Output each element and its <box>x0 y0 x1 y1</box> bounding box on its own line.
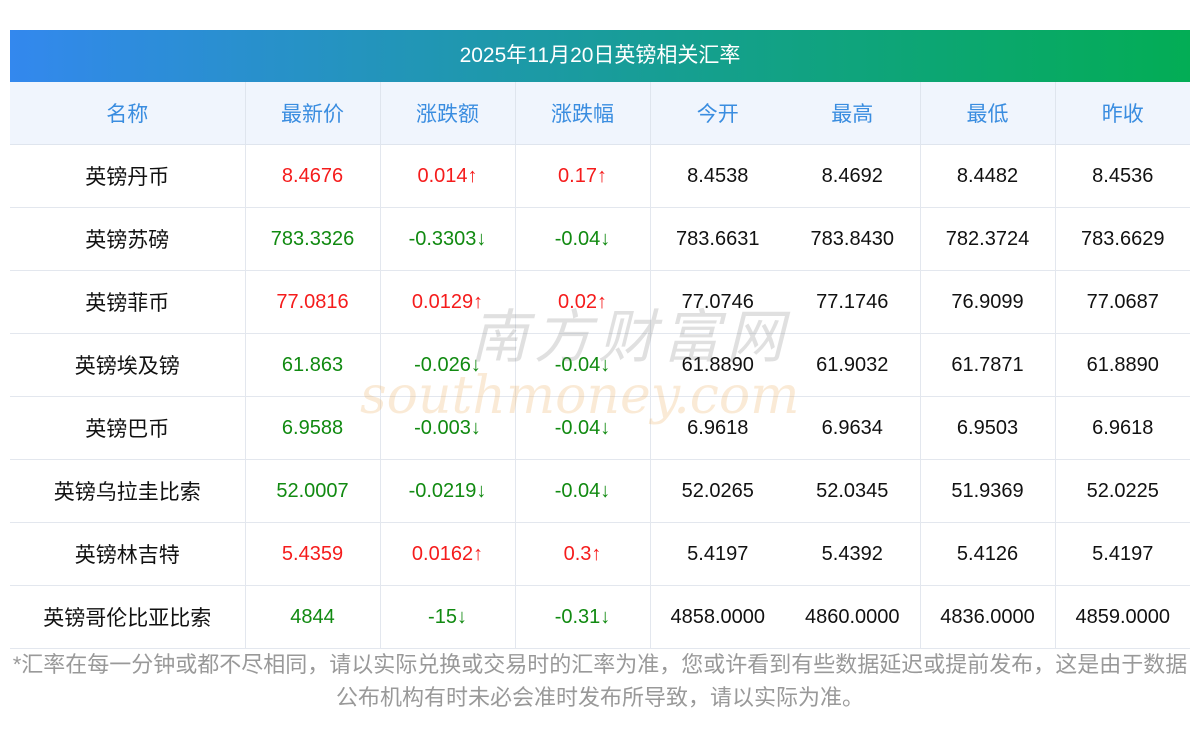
cell-change: 0.014↑ <box>380 144 516 208</box>
cell-low: 4836.0000 <box>920 585 1056 649</box>
exchange-rate-panel: 2025年11月20日英镑相关汇率 名称 最新价 涨跌额 涨跌幅 今开 最高 最… <box>10 30 1190 649</box>
table-row: 英镑哥伦比亚比索 4844 -15↓ -0.31↓ 4858.0000 4860.0000… <box>10 585 1190 649</box>
col-header-name: 名称 <box>10 82 246 145</box>
cell-low: 6.9503 <box>920 396 1056 460</box>
cell-change: -0.0219↓ <box>380 459 516 523</box>
cell-pct: -0.31↓ <box>515 585 651 649</box>
cell-high: 4860.0000 <box>785 585 921 649</box>
cell-low: 5.4126 <box>920 522 1056 586</box>
cell-open: 61.8890 <box>650 333 785 397</box>
cell-latest: 77.0816 <box>245 270 381 334</box>
cell-name: 英镑乌拉圭比索 <box>10 459 246 523</box>
cell-change: -0.026↓ <box>380 333 516 397</box>
cell-change: 0.0162↑ <box>380 522 516 586</box>
cell-pct: 0.3↑ <box>515 522 651 586</box>
cell-high: 8.4692 <box>785 144 921 208</box>
disclaimer-note: *汇率在每一分钟或都不尽相同，请以实际兑换或交易时的汇率为准，您或许看到有些数据… <box>12 652 1188 710</box>
col-header-pct: 涨跌幅 <box>515 82 651 145</box>
cell-prev: 77.0687 <box>1055 270 1190 334</box>
table-row: 英镑乌拉圭比索 52.0007 -0.0219↓ -0.04↓ 52.0265 52.03… <box>10 459 1190 523</box>
cell-prev: 783.6629 <box>1055 207 1190 271</box>
cell-low: 51.9369 <box>920 459 1056 523</box>
cell-prev: 61.8890 <box>1055 333 1190 397</box>
cell-low: 782.3724 <box>920 207 1056 271</box>
cell-pct: 0.17↑ <box>515 144 651 208</box>
col-header-change: 涨跌额 <box>380 82 516 145</box>
cell-pct: -0.04↓ <box>515 459 651 523</box>
col-header-prev: 昨收 <box>1055 82 1190 145</box>
cell-prev: 6.9618 <box>1055 396 1190 460</box>
cell-prev: 5.4197 <box>1055 522 1190 586</box>
cell-high: 6.9634 <box>785 396 921 460</box>
cell-latest: 6.9588 <box>245 396 381 460</box>
table-row: 英镑苏磅 783.3326 -0.3303↓ -0.04↓ 783.6631 783.84… <box>10 207 1190 271</box>
cell-prev: 8.4536 <box>1055 144 1190 208</box>
cell-pct: -0.04↓ <box>515 207 651 271</box>
cell-name: 英镑埃及镑 <box>10 333 246 397</box>
cell-high: 61.9032 <box>785 333 921 397</box>
col-header-latest: 最新价 <box>245 82 381 145</box>
cell-high: 783.8430 <box>785 207 921 271</box>
cell-low: 61.7871 <box>920 333 1056 397</box>
cell-open: 783.6631 <box>650 207 785 271</box>
col-header-low: 最低 <box>920 82 1056 145</box>
cell-prev: 52.0225 <box>1055 459 1190 523</box>
cell-change: -0.003↓ <box>380 396 516 460</box>
table-row: 英镑林吉特 5.4359 0.0162↑ 0.3↑ 5.4197 5.4392 5.4126… <box>10 522 1190 586</box>
cell-latest: 61.863 <box>245 333 381 397</box>
cell-change: 0.0129↑ <box>380 270 516 334</box>
cell-prev: 4859.0000 <box>1055 585 1190 649</box>
cell-name: 英镑苏磅 <box>10 207 246 271</box>
table-row: 英镑菲币 77.0816 0.0129↑ 0.02↑ 77.0746 77.1746 76.… <box>10 270 1190 334</box>
cell-open: 8.4538 <box>650 144 785 208</box>
cell-open: 77.0746 <box>650 270 785 334</box>
cell-name: 英镑哥伦比亚比索 <box>10 585 246 649</box>
table-header-row: 名称 最新价 涨跌额 涨跌幅 今开 最高 最低 昨收 <box>10 82 1190 145</box>
cell-open: 52.0265 <box>650 459 785 523</box>
rates-table: 名称 最新价 涨跌额 涨跌幅 今开 最高 最低 昨收 英镑丹币 8.4676 0.0… <box>10 82 1190 649</box>
col-header-high: 最高 <box>785 82 921 145</box>
cell-name: 英镑巴币 <box>10 396 246 460</box>
cell-low: 76.9099 <box>920 270 1056 334</box>
cell-pct: -0.04↓ <box>515 396 651 460</box>
cell-pct: 0.02↑ <box>515 270 651 334</box>
cell-name: 英镑菲币 <box>10 270 246 334</box>
cell-low: 8.4482 <box>920 144 1056 208</box>
cell-open: 6.9618 <box>650 396 785 460</box>
panel-title: 2025年11月20日英镑相关汇率 <box>10 30 1190 82</box>
cell-open: 5.4197 <box>650 522 785 586</box>
cell-latest: 5.4359 <box>245 522 381 586</box>
cell-name: 英镑林吉特 <box>10 522 246 586</box>
col-header-open: 今开 <box>650 82 785 145</box>
table-row: 英镑埃及镑 61.863 -0.026↓ -0.04↓ 61.8890 61.9032 61… <box>10 333 1190 397</box>
cell-high: 77.1746 <box>785 270 921 334</box>
cell-latest: 8.4676 <box>245 144 381 208</box>
cell-latest: 783.3326 <box>245 207 381 271</box>
cell-pct: -0.04↓ <box>515 333 651 397</box>
cell-change: -15↓ <box>380 585 516 649</box>
cell-high: 52.0345 <box>785 459 921 523</box>
table-row: 英镑丹币 8.4676 0.014↑ 0.17↑ 8.4538 8.4692 8.4482 8… <box>10 144 1190 208</box>
table-row: 英镑巴币 6.9588 -0.003↓ -0.04↓ 6.9618 6.9634 6.950… <box>10 396 1190 460</box>
cell-latest: 4844 <box>245 585 381 649</box>
cell-name: 英镑丹币 <box>10 144 246 208</box>
cell-latest: 52.0007 <box>245 459 381 523</box>
cell-open: 4858.0000 <box>650 585 785 649</box>
cell-change: -0.3303↓ <box>380 207 516 271</box>
cell-high: 5.4392 <box>785 522 921 586</box>
